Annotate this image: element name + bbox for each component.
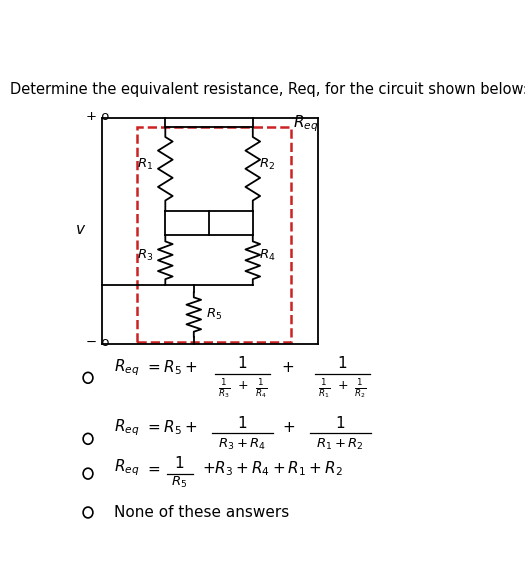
Text: $+ R_3 + R_4 + R_1 + R_2$: $+ R_3 + R_4 + R_1 + R_2$ [202,459,343,478]
Text: $+$: $+$ [237,379,248,392]
Text: $\frac{1}{R_2}$: $\frac{1}{R_2}$ [354,378,367,402]
Text: + o: + o [86,110,109,123]
Text: 1: 1 [238,356,247,371]
Text: $R_3 + R_4$: $R_3 + R_4$ [218,437,267,452]
Text: 1: 1 [175,456,184,471]
Text: $R_{eq}$: $R_{eq}$ [293,113,319,134]
Text: $+$: $+$ [281,360,294,375]
Text: $R_1 + R_2$: $R_1 + R_2$ [317,437,364,452]
Text: 1: 1 [338,356,347,371]
Text: $R_{eq}$: $R_{eq}$ [114,417,140,438]
Text: $R_{eq}$: $R_{eq}$ [114,458,140,478]
Text: $R_5$: $R_5$ [206,307,222,322]
Text: None of these answers: None of these answers [114,505,290,520]
Text: $= R_5 +$: $= R_5 +$ [145,418,197,437]
Text: $R_2$: $R_2$ [259,157,275,172]
Text: $=$: $=$ [145,461,161,475]
Text: $\frac{1}{R_1}$: $\frac{1}{R_1}$ [318,378,330,402]
Text: $R_5$: $R_5$ [172,475,187,490]
Text: $R_1$: $R_1$ [137,157,153,172]
Text: v: v [76,222,85,237]
Text: $R_3$: $R_3$ [137,248,153,264]
Text: $+$: $+$ [282,420,295,435]
Text: 1: 1 [335,416,345,431]
Text: $\frac{1}{R_3}$: $\frac{1}{R_3}$ [218,378,230,402]
Text: $R_4$: $R_4$ [259,248,276,264]
Text: $= R_5 +$: $= R_5 +$ [145,359,197,377]
Text: $R_{eq}$: $R_{eq}$ [114,357,140,378]
Text: Determine the equivalent resistance, Req, for the circuit shown below:: Determine the equivalent resistance, Req… [10,82,525,97]
Text: $+$: $+$ [337,379,348,392]
Text: $\frac{1}{R_4}$: $\frac{1}{R_4}$ [255,378,267,402]
Text: − o: − o [86,336,110,349]
Bar [137,127,291,342]
Text: 1: 1 [238,416,247,431]
